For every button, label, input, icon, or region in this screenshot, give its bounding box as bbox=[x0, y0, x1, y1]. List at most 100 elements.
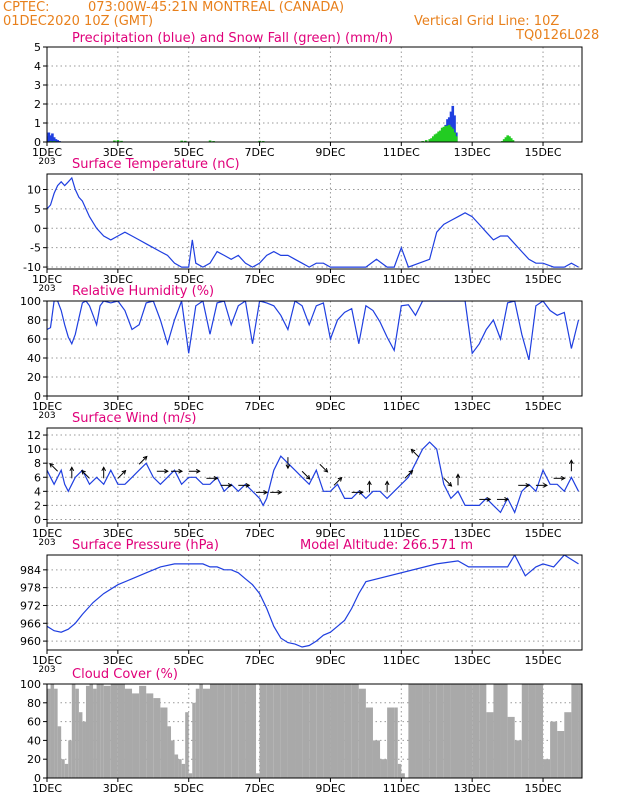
cloud-area-bar bbox=[75, 688, 79, 778]
temp-ytick-label: 10 bbox=[27, 184, 41, 197]
cloud-area-bar bbox=[153, 698, 161, 778]
wind-arrow-head bbox=[323, 467, 329, 473]
wind-arrow-shaft bbox=[49, 463, 58, 472]
wind-arrow-head bbox=[178, 468, 184, 474]
temp-xtick-label: 7DEC bbox=[245, 273, 275, 286]
cloud-area-bar bbox=[57, 726, 62, 778]
cloud-area-bar bbox=[132, 693, 140, 778]
wind-arrow-head bbox=[69, 466, 75, 472]
cloud-area-bar bbox=[422, 684, 430, 778]
wind-ytick-label: 2 bbox=[34, 499, 41, 512]
precip-ytick-label: 4 bbox=[34, 60, 41, 73]
precip-bar bbox=[430, 138, 433, 142]
temp-xtick-label: 13DEC bbox=[454, 273, 491, 286]
cloud-area-bar bbox=[564, 712, 572, 778]
precip-xtick-label: 15DEC bbox=[524, 146, 561, 159]
cloud-area-bar bbox=[557, 731, 565, 778]
cloud-area-bar bbox=[209, 684, 218, 778]
cloud-ytick-label: 100 bbox=[20, 678, 41, 691]
wind-arrow-head bbox=[81, 469, 86, 475]
rh-xtick-label: 9DEC bbox=[315, 400, 345, 413]
cloud-area-bar bbox=[372, 740, 381, 778]
cloud-frame bbox=[46, 683, 583, 779]
cloud-area-bar bbox=[146, 693, 154, 778]
cloud-area-bar bbox=[50, 684, 55, 778]
wind-arrow-head bbox=[560, 475, 566, 481]
pressure-ytick-label: 972 bbox=[20, 599, 41, 612]
cloud-area-bar bbox=[266, 684, 274, 778]
pressure-frame bbox=[46, 554, 583, 651]
wind-arrow-head bbox=[245, 482, 251, 488]
temp-xtick-label: 1DEC bbox=[32, 273, 62, 286]
temp-xtick-label: 9DEC bbox=[315, 273, 345, 286]
cloud-area-bar bbox=[479, 684, 487, 778]
cloud-area-bar bbox=[295, 684, 303, 778]
precip-bar bbox=[502, 139, 506, 142]
cloud-area-bar bbox=[507, 716, 515, 778]
wind-arrow-shaft bbox=[333, 477, 343, 486]
cloud-area-bar bbox=[472, 684, 480, 778]
precip-bar bbox=[51, 133, 54, 142]
precip-ytick-label: 0 bbox=[34, 136, 41, 149]
precip-bar bbox=[509, 138, 513, 142]
cloud-area-bar bbox=[167, 726, 172, 778]
wind-year-stub: 203 bbox=[38, 538, 55, 548]
cloud-title: Cloud Cover (%) bbox=[72, 667, 178, 682]
cloud-xtick-label: 11DEC bbox=[383, 782, 420, 795]
cloud-xtick-label: 9DEC bbox=[315, 782, 345, 795]
precip-bar bbox=[447, 124, 451, 142]
temp-xtick-label: 5DEC bbox=[174, 273, 204, 286]
cloud-area-bar bbox=[64, 763, 69, 778]
cloud-area-bar bbox=[493, 684, 501, 778]
cloud-area-bar bbox=[323, 684, 331, 778]
wind-arrow-head bbox=[49, 462, 54, 468]
cloud-area-bar bbox=[365, 707, 373, 778]
wind-xtick-label: 7DEC bbox=[245, 527, 275, 540]
cloud-area-bar bbox=[178, 759, 182, 778]
cloud-area-bar bbox=[351, 684, 359, 778]
cloud-area-bar bbox=[47, 688, 51, 778]
cloud-area-bar bbox=[93, 688, 97, 778]
pressure-xtick-label: 13DEC bbox=[454, 654, 491, 667]
precip-bar bbox=[47, 132, 51, 142]
precip-bar bbox=[116, 140, 120, 142]
cloud-area-bar bbox=[217, 684, 225, 778]
precip-xtick-label: 5DEC bbox=[174, 146, 204, 159]
pressure-xtick-label: 3DEC bbox=[103, 654, 133, 667]
cloud-area-bar bbox=[192, 702, 196, 778]
temp-panel bbox=[43, 173, 583, 273]
wind-xtick-label: 1DEC bbox=[32, 527, 62, 540]
pressure-subtitle: Model Altitude: 266.571 m bbox=[300, 538, 473, 553]
wind-arrow-head bbox=[543, 482, 548, 488]
cloud-area-bar bbox=[465, 684, 473, 778]
rh-ytick-label: 40 bbox=[27, 352, 41, 365]
precip-xtick-label: 9DEC bbox=[315, 146, 345, 159]
pressure-ytick-label: 966 bbox=[20, 617, 41, 630]
precip-xtick-label: 7DEC bbox=[245, 146, 275, 159]
temp-series-line bbox=[47, 176, 579, 268]
cloud-area-bar bbox=[273, 684, 281, 778]
cloud-area-bar bbox=[457, 684, 466, 778]
cloud-area-bar bbox=[550, 721, 558, 778]
cloud-area-bar bbox=[280, 684, 288, 778]
precip-ytick-label: 1 bbox=[34, 117, 41, 130]
wind-arrow-head bbox=[277, 490, 283, 495]
precip-bar bbox=[446, 125, 449, 142]
cloud-area-bar bbox=[61, 759, 65, 778]
precip-bar bbox=[431, 136, 435, 142]
precip-bar bbox=[52, 137, 56, 142]
cloud-area-bar bbox=[71, 684, 76, 778]
cloud-area-bar bbox=[309, 684, 317, 778]
cloud-area-bar bbox=[124, 688, 133, 778]
precip-title: Precipitation (blue) and Snow Fall (gree… bbox=[72, 31, 393, 46]
cloud-area-bar bbox=[238, 684, 246, 778]
cloud-area-bar bbox=[110, 684, 118, 778]
cloud-area-bar bbox=[224, 684, 232, 778]
cloud-area-bar bbox=[78, 712, 83, 778]
cloud-area-bar bbox=[380, 759, 388, 778]
precip-panel bbox=[43, 46, 583, 146]
precip-xtick-label: 13DEC bbox=[454, 146, 491, 159]
wind-arrow-head bbox=[213, 475, 219, 481]
wind-arrow-shaft bbox=[81, 470, 90, 479]
